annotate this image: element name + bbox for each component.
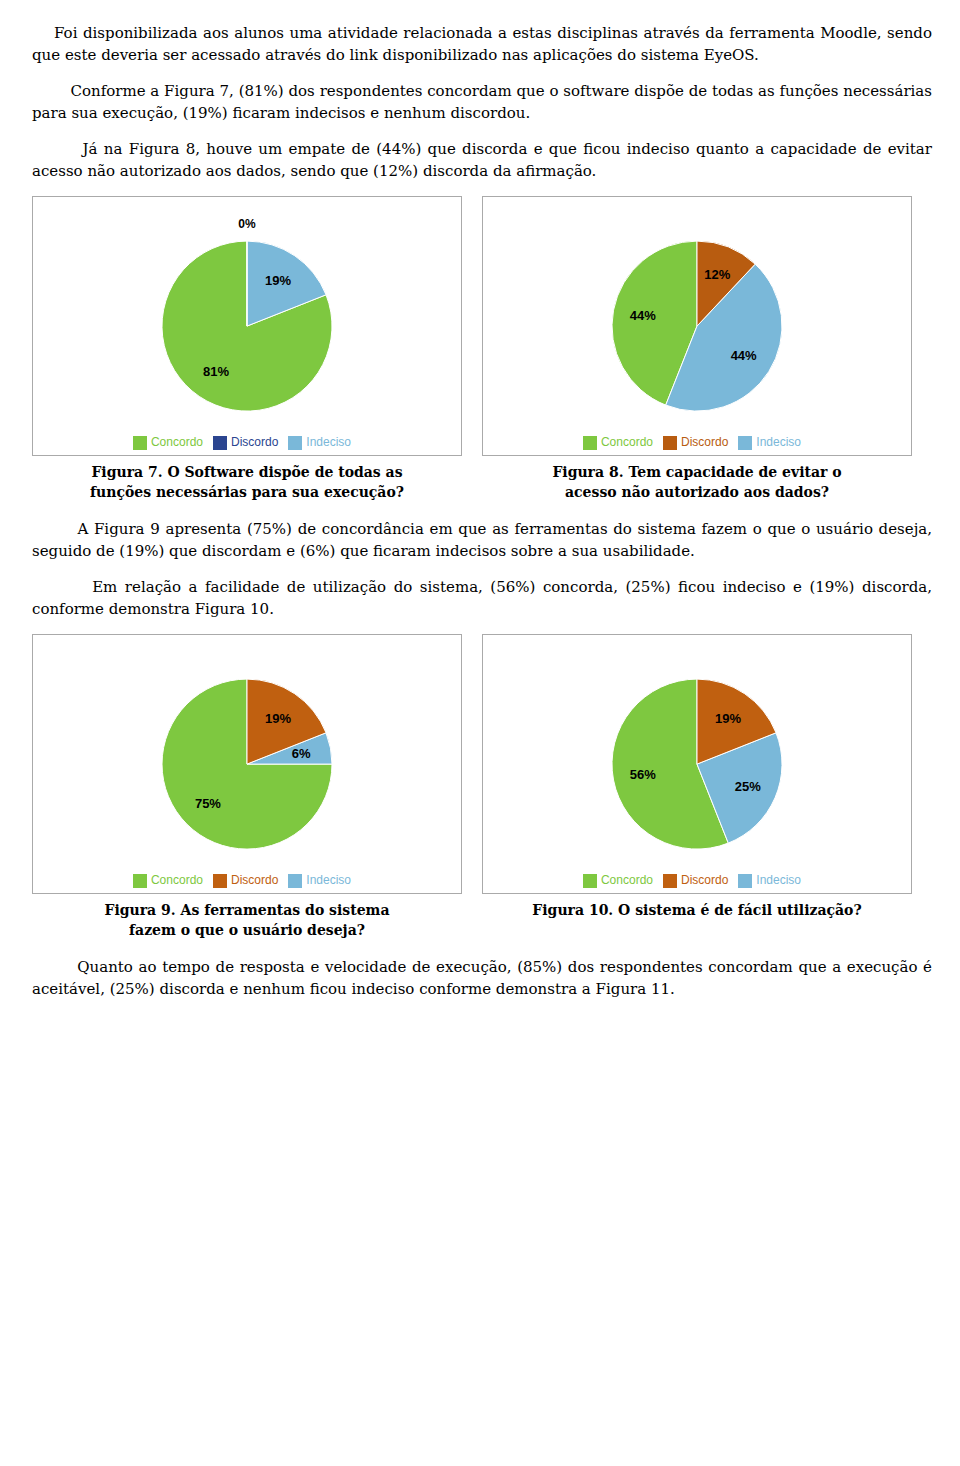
html-text:acesso não autorizado aos dado: acesso não autorizado aos dados? <box>565 484 829 500</box>
html-text:Discordo: Discordo <box>681 873 729 888</box>
html-text:Quanto ao tempo de resposta e: Quanto ao tempo de resposta e velocidade… <box>32 958 937 998</box>
html-text:Foi disponibilizada aos alunos: Foi disponibilizada aos alunos uma ativi… <box>32 24 937 64</box>
svg-text:75%: 75% <box>195 796 221 811</box>
html-text:Figura 7. O Software dispõe de: Figura 7. O Software dispõe de todas as <box>91 464 403 480</box>
html-text:Já na Figura 8, houve um empat: Já na Figura 8, houve um empate de (44%)… <box>32 140 937 180</box>
svg-text:0%: 0% <box>238 217 256 231</box>
svg-text:19%: 19% <box>715 711 741 726</box>
html-text:Indeciso: Indeciso <box>756 435 801 450</box>
svg-text:44%: 44% <box>731 348 757 363</box>
html-text:Indeciso: Indeciso <box>306 435 351 450</box>
html-text:A Figura 9 apresenta (75%) de: A Figura 9 apresenta (75%) de concordânc… <box>32 520 937 560</box>
svg-text:25%: 25% <box>735 779 761 794</box>
html-text:Em relação a facilidade de uti: Em relação a facilidade de utilização do… <box>32 578 942 618</box>
svg-text:6%: 6% <box>292 746 311 761</box>
html-text:Discordo: Discordo <box>231 873 279 888</box>
html-text:Concordo: Concordo <box>151 435 203 450</box>
html-text:Figura 9. As ferramentas do si: Figura 9. As ferramentas do sistema <box>104 902 390 918</box>
svg-text:12%: 12% <box>704 267 730 282</box>
html-text:Discordo: Discordo <box>681 435 729 450</box>
svg-text:19%: 19% <box>265 711 291 726</box>
html-text:Concordo: Concordo <box>601 435 653 450</box>
html-text:Indeciso: Indeciso <box>306 873 351 888</box>
html-text:Figura 8. Tem capacidade de ev: Figura 8. Tem capacidade de evitar o <box>552 464 842 480</box>
html-text:fazem o que o usuário deseja?: fazem o que o usuário deseja? <box>129 922 365 938</box>
html-text:Concordo: Concordo <box>151 873 203 888</box>
html-text:Indeciso: Indeciso <box>756 873 801 888</box>
svg-text:19%: 19% <box>265 273 291 288</box>
html-text:Concordo: Concordo <box>601 873 653 888</box>
html-text:Figura 10. O sistema é de fáci: Figura 10. O sistema é de fácil utilizaç… <box>532 902 862 918</box>
html-text:funções necessárias para sua e: funções necessárias para sua execução? <box>90 484 404 500</box>
svg-text:44%: 44% <box>630 308 656 323</box>
svg-text:56%: 56% <box>630 767 656 782</box>
html-text:Conforme a Figura 7, (81%) dos: Conforme a Figura 7, (81%) dos responden… <box>32 82 937 122</box>
html-text:Discordo: Discordo <box>231 435 279 450</box>
svg-text:81%: 81% <box>203 364 229 379</box>
